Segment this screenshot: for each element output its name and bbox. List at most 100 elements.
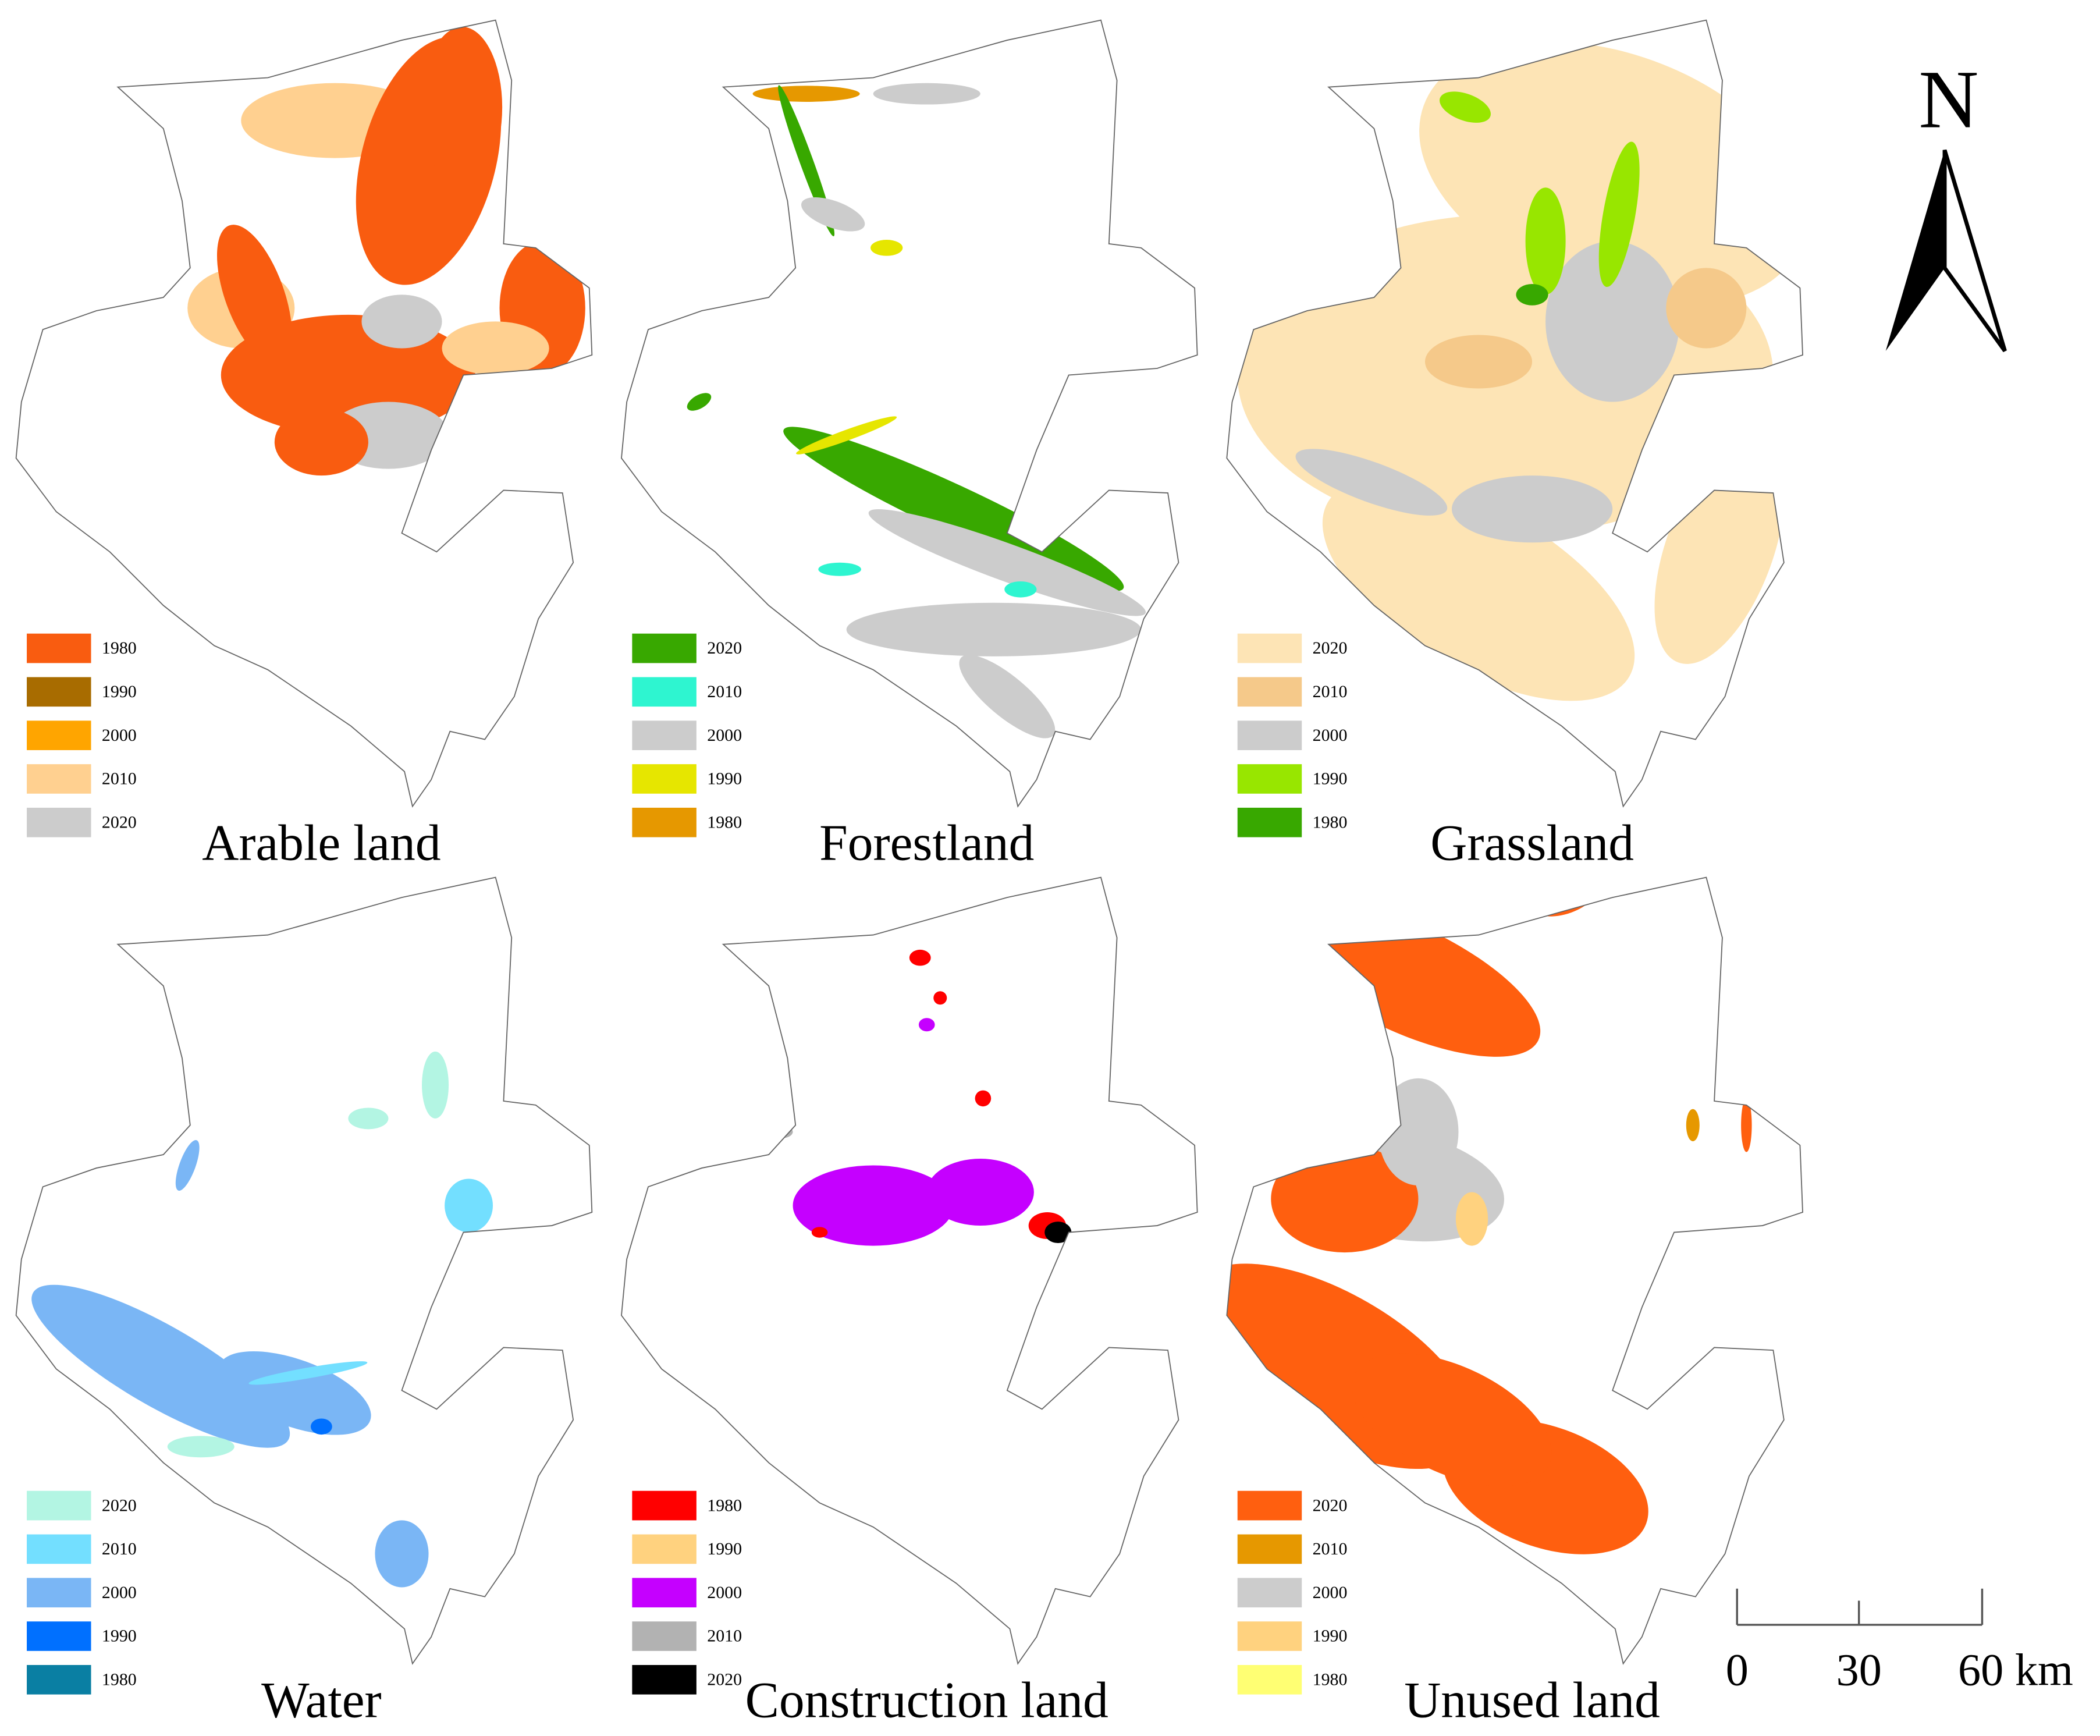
land-use-layer — [31, 1051, 493, 1588]
legend-swatch — [1237, 1578, 1302, 1608]
legend-swatch — [632, 720, 697, 750]
land-patch — [1133, 1077, 1149, 1092]
map-panel: 1980 1990 2000 2010 2020 Construction land — [621, 876, 1198, 1728]
scale-label: 0 — [1726, 1645, 1749, 1695]
region-outline — [621, 19, 1198, 808]
legend-label: 2000 — [1313, 1583, 1348, 1602]
legend-swatch — [1237, 1534, 1302, 1564]
land-patch — [687, 393, 712, 411]
legend-swatch — [27, 1621, 91, 1651]
land-patch — [909, 949, 931, 966]
land-patch — [356, 36, 502, 285]
legend-label: 2020 — [707, 1670, 742, 1689]
legend-swatch — [27, 720, 91, 750]
land-patch — [933, 991, 947, 1005]
land-patch — [1424, 335, 1533, 389]
land-patch — [175, 1139, 200, 1191]
legend-label: 2010 — [102, 1539, 137, 1559]
land-patch — [31, 1284, 290, 1448]
map-panel: 2020 2010 2000 1990 1980 Unused land — [1226, 876, 1803, 1728]
legend-label: 1980 — [102, 638, 137, 658]
land-patch — [926, 1158, 1034, 1226]
legend-label: 1980 — [1313, 812, 1348, 832]
region-outline — [15, 19, 593, 808]
land-patch — [1271, 1145, 1419, 1253]
land-patch — [1741, 1098, 1752, 1152]
legend-label: 1990 — [102, 1627, 137, 1646]
scale-label: 60 km — [1958, 1645, 2073, 1695]
legend-label: 2010 — [102, 769, 137, 789]
legend-swatch — [632, 633, 697, 663]
legend-swatch — [27, 677, 91, 707]
legend-swatch — [1237, 1621, 1302, 1651]
land-patch — [361, 294, 442, 349]
land-patch — [801, 197, 865, 232]
legend-swatch — [27, 1534, 91, 1564]
land-patch — [1654, 434, 1785, 664]
legend-swatch — [1237, 633, 1302, 663]
land-patch — [422, 27, 503, 188]
land-patch — [752, 86, 860, 102]
legend-swatch — [1237, 807, 1302, 837]
legend-label: 1990 — [707, 1539, 742, 1559]
legend-label: 2000 — [102, 726, 137, 745]
legend-label: 2010 — [707, 1627, 742, 1646]
legend-swatch — [1237, 1664, 1302, 1695]
panel-title: Water — [261, 1672, 382, 1728]
legend-swatch — [27, 764, 91, 794]
land-patch — [1264, 929, 1345, 946]
land-patch — [1451, 475, 1613, 543]
legend-swatch — [27, 1664, 91, 1695]
region-outline — [15, 876, 593, 1665]
land-use-layer — [766, 949, 1149, 1246]
legend-label: 2020 — [1313, 1496, 1348, 1515]
legend-swatch — [1237, 720, 1302, 750]
legend-swatch — [632, 1664, 697, 1695]
legend-swatch — [27, 633, 91, 663]
legend-label: 2000 — [707, 726, 742, 745]
panel-title: Arable land — [202, 815, 440, 871]
land-use-layer — [187, 27, 585, 476]
north-arrow-right — [1942, 149, 2007, 353]
land-patch — [442, 321, 549, 375]
legend-label: 1990 — [707, 769, 742, 789]
legend-label: 2000 — [1313, 726, 1348, 745]
land-patch — [1044, 1222, 1072, 1243]
legend-label: 1980 — [707, 1496, 742, 1515]
region-outline — [1226, 876, 1803, 1665]
region-outline — [621, 876, 1198, 1665]
land-patch — [445, 1178, 493, 1233]
land-patch — [1295, 449, 1448, 516]
legend-swatch — [1237, 1490, 1302, 1521]
map-panel: 1980 1990 2000 2010 2020 Arable land — [15, 19, 593, 871]
land-use-layer — [1227, 878, 1752, 1554]
legend-swatch — [632, 677, 697, 707]
legend-swatch — [632, 807, 697, 837]
land-use-layer — [1237, 41, 1803, 701]
legend-label: 2010 — [1313, 682, 1348, 701]
land-patch — [218, 1351, 371, 1435]
land-patch — [1440, 91, 1491, 123]
land-patch — [870, 240, 903, 256]
panel-title: Grassland — [1430, 815, 1634, 871]
scale-bar — [1736, 1588, 1984, 1626]
land-patch — [796, 416, 897, 455]
legend-label: 2000 — [102, 1583, 137, 1602]
legend-label: 1990 — [1313, 769, 1348, 789]
land-patch — [375, 1520, 429, 1588]
legend-label: 2010 — [1313, 1539, 1348, 1559]
land-patch — [1004, 581, 1037, 598]
scale-label: 30 — [1836, 1645, 1882, 1695]
land-patch — [868, 509, 1146, 616]
panel-title: Unused land — [1404, 1672, 1660, 1728]
land-patch — [348, 1107, 389, 1130]
north-arrow-left — [1885, 150, 1945, 352]
land-patch — [274, 409, 368, 476]
land-patch — [975, 1090, 992, 1107]
map-panel: 2020 2010 2000 1990 1980 Forestland — [621, 19, 1198, 871]
legend-swatch — [632, 1534, 697, 1564]
legend-swatch — [632, 1490, 697, 1521]
land-patch — [167, 1436, 234, 1458]
